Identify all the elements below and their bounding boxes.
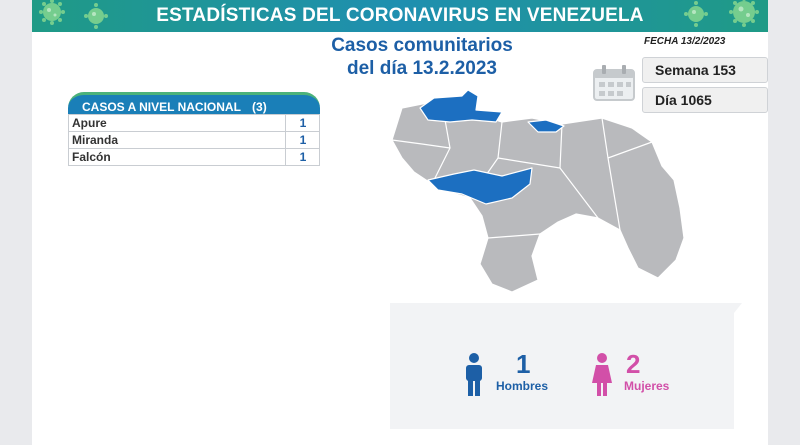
date-label: FECHA 13/2/2023 — [644, 36, 726, 47]
venezuela-map — [391, 89, 685, 293]
men-label: Hombres — [496, 379, 549, 393]
virus-icon — [684, 0, 759, 27]
infographic: ESTADÍSTICAS DEL CORONAVIRUS EN VENEZUEL… — [32, 0, 768, 445]
state-name: Falcón — [72, 150, 111, 164]
table-row: Miranda 1 — [68, 132, 320, 149]
table-total: (3) — [252, 100, 267, 114]
day-badge: Día 1065 — [642, 87, 768, 113]
calendar-icon — [593, 65, 635, 101]
week-badge: Semana 153 — [642, 57, 768, 83]
state-name: Apure — [72, 116, 107, 130]
virus-icon — [39, 0, 108, 29]
subtitle: Casos comunitarios del día 13.2.2023 — [262, 34, 582, 80]
header-banner: ESTADÍSTICAS DEL CORONAVIRUS EN VENEZUEL… — [32, 0, 768, 32]
women-label: Mujeres — [624, 379, 670, 393]
woman-icon — [592, 353, 612, 396]
table-row: Falcón 1 — [68, 149, 320, 166]
case-count: 1 — [299, 150, 307, 164]
cases-table: Apure 1 Miranda 1 Falcón 1 — [68, 114, 320, 166]
table-row: Apure 1 — [68, 114, 320, 132]
state-name: Miranda — [72, 133, 119, 147]
table-header: CASOS A NIVEL NACIONAL (3) — [68, 92, 320, 114]
man-icon — [466, 353, 482, 396]
subtitle-line1: Casos comunitarios — [331, 35, 513, 56]
gender-panel: 1 Hombres 2 Mujeres — [390, 303, 742, 429]
case-count: 1 — [299, 133, 307, 147]
case-count: 1 — [299, 116, 307, 130]
table-title: CASOS A NIVEL NACIONAL — [82, 100, 241, 114]
subtitle-line2: del día 13.2.2023 — [347, 58, 497, 79]
women-count: 2 — [626, 349, 641, 379]
men-count: 1 — [516, 349, 531, 379]
page-title: ESTADÍSTICAS DEL CORONAVIRUS EN VENEZUEL… — [156, 5, 644, 26]
